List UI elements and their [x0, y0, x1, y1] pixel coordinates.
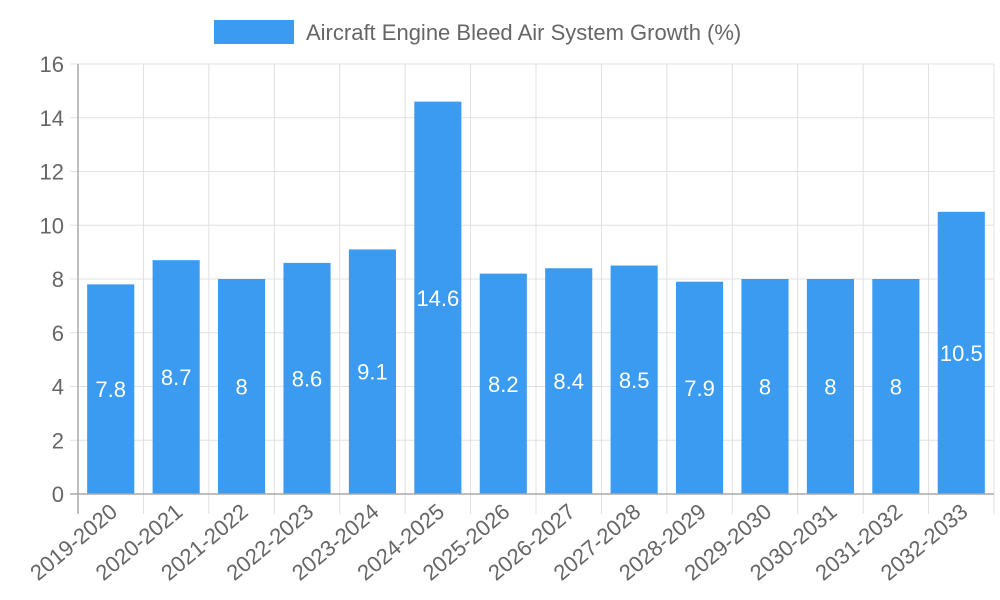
- data-label: 14.6: [416, 286, 459, 311]
- data-label: 7.9: [684, 376, 715, 401]
- data-label: 9.1: [357, 360, 388, 385]
- data-label: 8: [890, 375, 902, 400]
- bar[interactable]: [545, 268, 593, 494]
- y-tick-label: 2: [52, 428, 64, 453]
- y-axis-ticks: 0 2 4 6 8 10 12 14 16: [40, 52, 64, 507]
- data-label: 8.4: [553, 369, 584, 394]
- bar[interactable]: [348, 249, 396, 494]
- bar[interactable]: [806, 279, 854, 494]
- y-tick-label: 4: [52, 375, 64, 400]
- y-tick-label: 0: [52, 482, 64, 507]
- legend[interactable]: Aircraft Engine Bleed Air System Growth …: [214, 20, 741, 45]
- data-label: 7.8: [95, 377, 126, 402]
- data-label: 8: [824, 375, 836, 400]
- bar[interactable]: [87, 284, 135, 494]
- axes: [70, 64, 994, 514]
- bar[interactable]: [872, 279, 920, 494]
- y-tick-label: 10: [40, 213, 64, 238]
- bar[interactable]: [152, 260, 200, 494]
- legend-label: Aircraft Engine Bleed Air System Growth …: [306, 20, 741, 45]
- bar[interactable]: [676, 281, 724, 494]
- bar[interactable]: [283, 262, 331, 494]
- bars: [87, 101, 985, 494]
- data-label: 8: [235, 375, 247, 400]
- bar[interactable]: [218, 279, 266, 494]
- data-label: 8: [759, 375, 771, 400]
- data-label: 8.6: [292, 366, 323, 391]
- x-axis-ticks: 2019-20202020-20212021-20222022-20232023…: [25, 499, 972, 586]
- data-label: 8.7: [161, 365, 192, 390]
- data-label: 8.2: [488, 372, 519, 397]
- legend-swatch: [214, 20, 294, 44]
- bar[interactable]: [610, 265, 658, 494]
- bar[interactable]: [741, 279, 789, 494]
- data-label: 8.5: [619, 368, 650, 393]
- bar[interactable]: [937, 211, 985, 494]
- data-labels: 7.8 8.7 8 8.6 9.1 14.6 8.2 8.4 8.5 7.9 8 8 8 10.5: [95, 286, 982, 402]
- y-tick-label: 8: [52, 267, 64, 292]
- bar[interactable]: [479, 273, 527, 494]
- data-label: 10.5: [940, 341, 983, 366]
- bar[interactable]: [414, 101, 462, 494]
- y-tick-label: 16: [40, 52, 64, 77]
- y-tick-label: 14: [40, 106, 64, 131]
- gridlines: [70, 63, 995, 514]
- y-tick-label: 12: [40, 160, 64, 185]
- y-tick-label: 6: [52, 321, 64, 346]
